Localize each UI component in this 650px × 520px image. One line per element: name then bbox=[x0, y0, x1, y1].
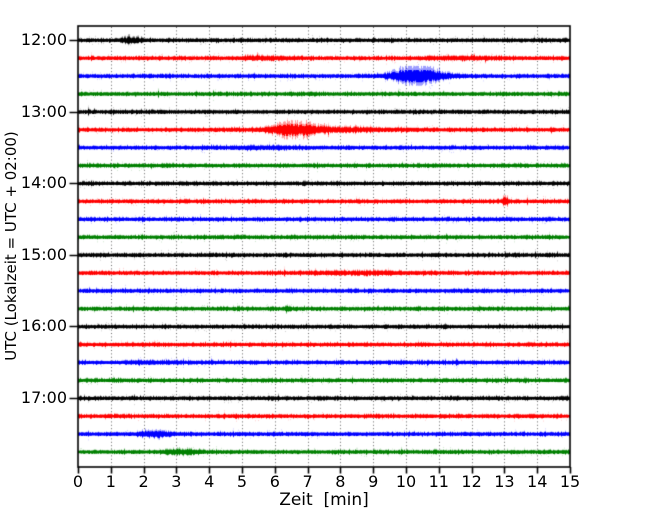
x-tick-label-10: 10 bbox=[395, 472, 417, 491]
y-tick-label-1200: 12:00 bbox=[20, 30, 67, 49]
x-tick-label-5: 5 bbox=[236, 472, 248, 491]
x-tick-label-0: 0 bbox=[72, 472, 84, 491]
x-tick-label-7: 7 bbox=[302, 472, 313, 491]
x-axis-label: Zeit [min] bbox=[279, 490, 369, 510]
y-tick-label-1500: 15:00 bbox=[20, 244, 67, 264]
y-tick-label-1400: 14:00 bbox=[20, 173, 67, 193]
x-tick-label-8: 8 bbox=[335, 472, 346, 491]
x-tick-label-4: 4 bbox=[204, 472, 215, 491]
y-tick-label-1600: 16:00 bbox=[20, 316, 67, 336]
x-tick-label-12: 12 bbox=[461, 472, 482, 491]
x-tick-label-1: 1 bbox=[105, 472, 116, 491]
x-tick-label-6: 6 bbox=[269, 472, 280, 491]
x-tick-label-15: 15 bbox=[559, 472, 581, 491]
x-tick-label-13: 13 bbox=[494, 472, 515, 491]
x-tick-label-14: 14 bbox=[527, 472, 548, 491]
x-tick-label-11: 11 bbox=[428, 472, 449, 491]
x-tick-label-3: 3 bbox=[171, 472, 182, 491]
x-tick-label-9: 9 bbox=[368, 472, 379, 491]
y-tick-label-1700: 17:00 bbox=[20, 388, 67, 407]
x-tick-label-2: 2 bbox=[138, 472, 149, 491]
y-tick-label-1300: 13:00 bbox=[20, 101, 67, 121]
